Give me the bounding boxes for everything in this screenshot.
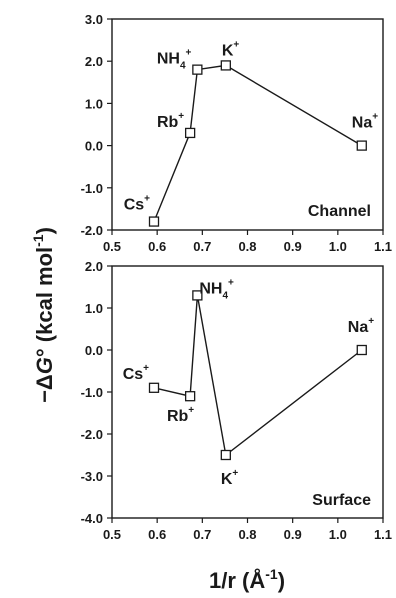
y-tick-label: -3.0	[81, 469, 103, 484]
x-axis-title-close: )	[278, 568, 285, 593]
y-axis-title-prefix: −Δ	[32, 374, 57, 403]
point-label-superscript: +	[143, 363, 149, 374]
point-label-base: Cs	[124, 197, 145, 214]
point-label-base: Rb	[157, 114, 179, 131]
data-point	[192, 290, 203, 301]
point-label-superscript: +	[372, 112, 378, 123]
y-tick-label: 2.0	[85, 259, 103, 274]
y-tick-label: -4.0	[81, 511, 103, 526]
x-tick-label: 0.9	[284, 527, 302, 542]
x-axis-title-exponent: -1	[265, 566, 278, 582]
x-tick-label: 0.6	[148, 527, 166, 542]
x-tick-label: 0.7	[193, 239, 211, 254]
point-label-base: K	[222, 42, 234, 59]
plot-frame	[111, 18, 384, 231]
y-tick-label: 0.0	[85, 343, 103, 358]
series-line	[153, 64, 363, 222]
x-tick-label: 0.5	[103, 527, 121, 542]
point-label-base: NH	[199, 280, 222, 297]
data-point	[220, 449, 231, 461]
point-label-2: NH4+	[157, 48, 192, 72]
y-axis-title: −ΔG° (kcal mol-1)	[30, 227, 57, 403]
data-point	[148, 216, 160, 227]
y-tick-label: 2.0	[85, 54, 103, 69]
point-label-base: Rb	[167, 408, 189, 425]
point-label-superscript: +	[232, 468, 238, 479]
y-tick-label: -1.0	[81, 181, 103, 196]
data-point	[220, 60, 231, 71]
x-tick-label: 0.9	[284, 239, 302, 254]
panel-label: Surface	[312, 492, 371, 509]
point-label-1: Rb+	[167, 405, 194, 425]
y-tick-label: 1.0	[85, 96, 103, 111]
point-label-base: NH	[157, 51, 180, 68]
y-tick-label: -2.0	[81, 223, 103, 238]
point-label-superscript: +	[178, 111, 184, 122]
point-label-2: NH4+	[199, 277, 234, 301]
point-label-1: Rb+	[157, 111, 184, 131]
y-tick-label: 3.0	[85, 12, 103, 27]
point-label-superscript: +	[233, 39, 239, 50]
x-tick-label: 0.7	[193, 527, 211, 542]
point-label-base: K	[221, 471, 233, 488]
point-label-4: Na+	[348, 316, 374, 336]
point-label-4: Na+	[352, 112, 378, 132]
x-tick-label: 1.1	[374, 527, 392, 542]
data-point	[192, 64, 203, 75]
point-label-3: K+	[221, 468, 239, 488]
point-label-subscript: 4	[180, 61, 186, 72]
y-axis-title-suffix: ° (kcal mol	[32, 247, 57, 357]
point-label-base: Na	[352, 115, 373, 132]
y-tick-label: 0.0	[85, 139, 103, 154]
point-label-superscript: +	[144, 194, 150, 205]
y-tick-label: -2.0	[81, 427, 103, 442]
x-tick-label: 0.8	[238, 239, 256, 254]
data-point	[356, 140, 367, 151]
point-label-superscript: +	[188, 405, 194, 416]
point-label-base: Cs	[123, 366, 144, 383]
y-axis-title-exponent: -1	[30, 234, 46, 247]
x-tick-label: 0.6	[148, 239, 166, 254]
channel-panel: 0.5 0.6 0.7 0.8 0.9 1.0 1.1 -2.0 -1.0 0.0 1.0 2.0 3.…	[81, 12, 392, 254]
point-label-3: K+	[222, 39, 240, 59]
y-tick-label: 1.0	[85, 301, 103, 316]
y-axis-title-close: )	[32, 227, 57, 234]
panel-label: Channel	[308, 203, 371, 220]
x-tick-label: 0.8	[238, 527, 256, 542]
x-tick-label: 1.0	[329, 239, 347, 254]
x-tick-label: 0.5	[103, 239, 121, 254]
series-line	[153, 295, 363, 457]
surface-panel: 0.5 0.6 0.7 0.8 0.9 1.0 1.1 -4.0 -3.0 -2.0 -1.0 0.0…	[81, 259, 392, 542]
x-axis-title: 1/r (Å-1)	[209, 566, 285, 593]
x-axis-title-main: 1/r (Å	[209, 567, 265, 593]
y-axis-title-symbol: G	[32, 357, 57, 374]
y-tick-label: -1.0	[81, 385, 103, 400]
data-point	[184, 391, 196, 402]
point-label-superscript: +	[368, 316, 374, 327]
data-point	[184, 127, 196, 139]
point-label-0: Cs+	[124, 194, 150, 214]
data-point	[356, 344, 367, 356]
point-label-subscript: 4	[222, 290, 228, 301]
data-point	[148, 382, 160, 393]
x-tick-label: 1.0	[329, 527, 347, 542]
point-label-0: Cs+	[123, 363, 149, 383]
x-tick-label: 1.1	[374, 239, 392, 254]
point-label-superscript: +	[186, 48, 192, 59]
point-label-superscript: +	[228, 277, 234, 288]
point-label-base: Na	[348, 319, 369, 336]
